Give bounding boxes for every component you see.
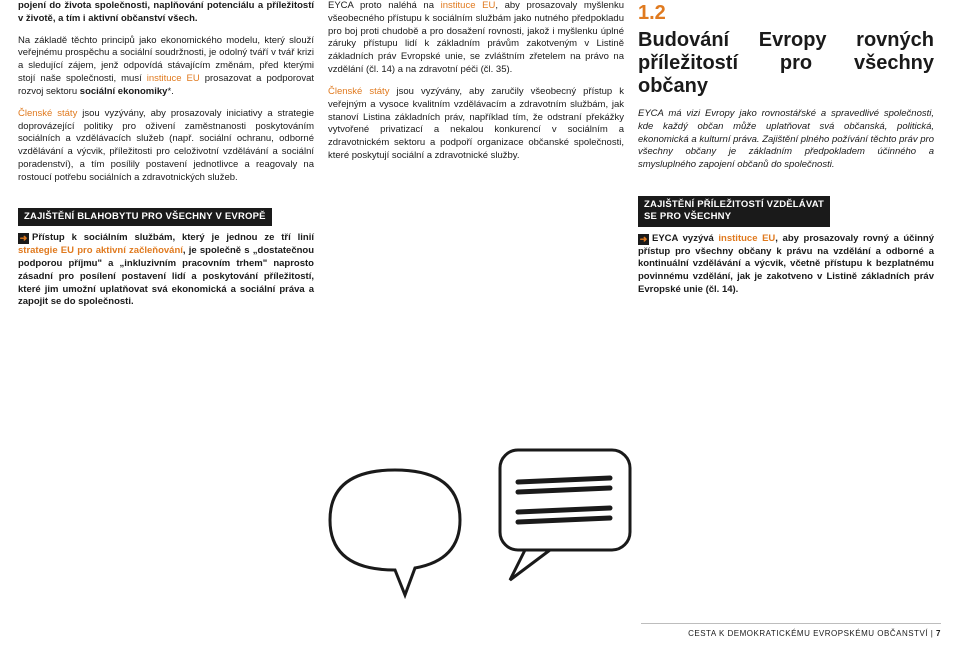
scribble-line <box>518 478 610 482</box>
p4: ➜Přístup k sociálním službám, který je j… <box>18 232 314 309</box>
p1: EYCA proto naléhá na instituce EU, aby p… <box>328 0 624 77</box>
p1: pojení do života společnosti, naplňování… <box>18 0 314 26</box>
callout-wellbeing: ZAJIŠTĚNÍ BLAHOBYTU PRO VŠECHNY V EVROPĚ <box>18 208 272 227</box>
section-number: 1.2 <box>638 0 934 27</box>
footer: CESTA K DEMOKRATICKÉMU EVROPSKÉMU OBČANS… <box>688 629 941 638</box>
scribble-line <box>518 508 610 512</box>
column-1: pojení do života společnosti, naplňování… <box>18 0 314 318</box>
p1: ➜EYCA vyzývá instituce EU, aby prosazova… <box>638 233 934 297</box>
column-2: EYCA proto naléhá na instituce EU, aby p… <box>328 0 624 318</box>
page-content: pojení do života společnosti, naplňování… <box>0 0 959 318</box>
page-number: 7 <box>936 629 941 638</box>
bubbles-svg <box>310 420 650 620</box>
bubble-left <box>330 470 460 595</box>
speech-bubbles-decoration <box>310 420 650 620</box>
column-3: 1.2 Budování Evropy rovných příležitostí… <box>638 0 934 318</box>
p2: Členské státy jsou vyzývány, aby zaručil… <box>328 86 624 163</box>
arrow-icon: ➜ <box>638 234 649 245</box>
scribble-line <box>518 488 610 492</box>
p3: Členské státy jsou vyzývány, aby prosazo… <box>18 108 314 185</box>
section-title: Budování Evropy rovných příležitostí pro… <box>638 29 934 98</box>
p2: Na základě těchto principů jako ekonomic… <box>18 35 314 99</box>
callout-education: ZAJIŠTĚNÍ PŘÍLEŽITOSTÍ VZDĚLÁVAT SE PRO … <box>638 196 830 227</box>
scribble-line <box>518 518 610 522</box>
footer-text: CESTA K DEMOKRATICKÉMU EVROPSKÉMU OBČANS… <box>688 629 928 638</box>
bubble-right <box>500 450 630 580</box>
arrow-icon: ➜ <box>18 233 29 244</box>
intro: EYCA má vizi Evropy jako rovnostářské a … <box>638 108 934 172</box>
footer-divider <box>641 623 941 624</box>
